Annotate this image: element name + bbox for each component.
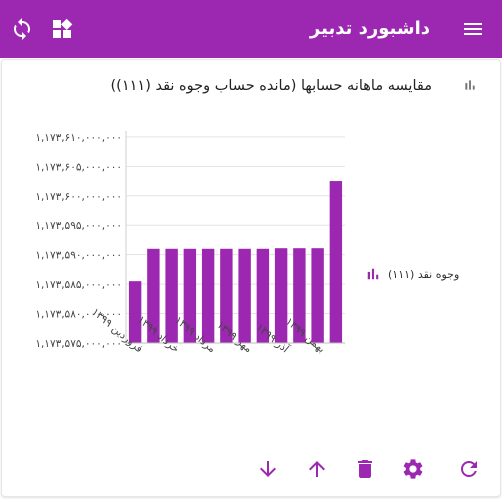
menu-icon[interactable] [461,17,485,41]
chart-card [1,59,501,497]
y-tick-label: ۱,۱۷۳,۵۷۵,۰۰۰,۰۰۰ [35,338,122,350]
chart-bar [201,248,215,343]
widgets-icon[interactable] [50,17,74,41]
chart-bar [147,248,160,343]
y-tick-label: ۱,۱۷۳,۶۰۰,۰۰۰,۰۰۰ [35,191,122,203]
chart-bar [256,248,270,343]
chart-bar [311,248,324,343]
chart-bar [220,248,233,343]
arrow-up-icon[interactable] [305,457,329,481]
chart-bar [183,248,197,343]
delete-icon[interactable] [353,457,377,481]
sync-icon[interactable] [10,17,34,41]
chart-bar [329,181,343,343]
app-title: داشبورد تدبیر [309,18,430,39]
chart-bar [274,248,288,343]
chart-bar [165,248,178,343]
chart-bar [128,281,142,343]
y-tick-label: ۱,۱۷۳,۵۸۰,۰۰۰,۰۰۰ [35,309,122,321]
chart-bar [238,248,251,343]
legend-label: وجوه نقد (۱۱۱) [388,267,460,281]
card-title: مقایسه ماهانه حسابها (مانده حساب وجوه نق… [110,78,433,94]
gear-icon[interactable] [401,457,425,481]
y-tick-label: ۱,۱۷۳,۶۰۵,۰۰۰,۰۰۰ [35,161,122,173]
y-tick-label: ۱,۱۷۳,۶۱۰,۰۰۰,۰۰۰ [35,132,122,144]
chart-bar [293,248,306,343]
y-tick-label: ۱,۱۷۳,۵۹۰,۰۰۰,۰۰۰ [35,250,122,262]
refresh-icon[interactable] [457,457,481,481]
legend-bar-chart-icon [367,268,379,280]
y-tick-label: ۱,۱۷۳,۵۸۵,۰۰۰,۰۰۰ [35,279,122,291]
chart-legend[interactable]: وجوه نقد (۱۱۱) [364,265,459,283]
bar-chart-icon [465,80,475,90]
app-bar: داشبورد تدبیر [0,0,502,58]
arrow-down-icon[interactable] [256,457,280,481]
y-tick-label: ۱,۱۷۳,۵۹۵,۰۰۰,۰۰۰ [35,220,122,232]
